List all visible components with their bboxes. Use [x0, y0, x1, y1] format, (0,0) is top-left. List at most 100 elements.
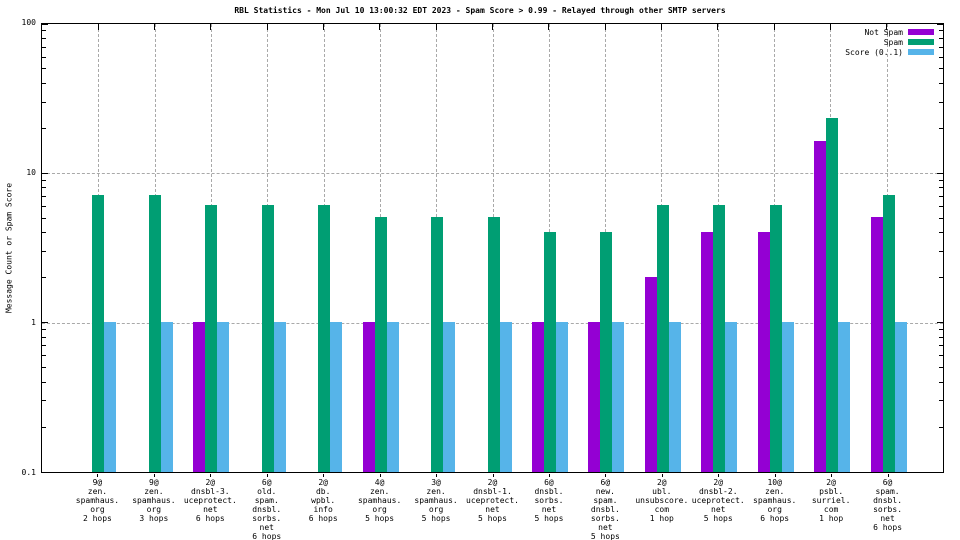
bar-not-spam	[362, 322, 375, 472]
x-tick-label: 6@ new. spam. dnsbl. sorbs. net 5 hops	[590, 478, 620, 540]
x-axis-top-tick	[886, 24, 888, 30]
y-axis-minor-tick	[42, 355, 46, 357]
y-axis-minor-tick	[42, 46, 46, 48]
y-axis-title-text: Message Count or Spam Score	[4, 182, 14, 314]
y-axis-major-tick	[937, 172, 943, 174]
y-axis-minor-tick	[939, 127, 943, 129]
y-axis-minor-tick	[42, 277, 46, 279]
y-tick-label: 0.1	[21, 468, 36, 477]
bar-score-0-1	[104, 322, 117, 472]
x-axis-top-tick	[210, 24, 212, 30]
y-axis-minor-tick	[42, 68, 46, 70]
bar-spam	[769, 205, 782, 472]
x-axis-bottom-tick	[210, 474, 212, 477]
x-axis-top-tick	[266, 24, 268, 30]
legend: Not Spam Spam Score (0..1)	[845, 27, 934, 57]
y-axis-minor-tick	[939, 345, 943, 347]
y-tick-label: 1	[31, 318, 36, 327]
bar-score-0-1	[725, 322, 738, 472]
x-axis-top-tick	[548, 24, 550, 30]
x-tick-label: 9@ zen. spamhaus. org 3 hops	[132, 478, 176, 523]
y-axis-major-tick	[937, 23, 943, 25]
x-axis-bottom-tick	[97, 474, 99, 477]
y-axis-minor-tick	[939, 179, 943, 181]
x-tick-label: 4@ zen. spamhaus. org 5 hops	[357, 478, 402, 523]
bar-spam	[205, 205, 218, 472]
y-axis-minor-tick	[42, 232, 46, 234]
x-axis-top-tick	[717, 24, 719, 30]
y-axis-minor-tick	[42, 400, 46, 402]
x-tick-label: 3@ zen. spamhaus. org 5 hops	[414, 478, 458, 523]
x-tick-label: 6@ old. spam. dnsbl. sorbs. net 6 hops	[252, 478, 282, 540]
x-axis-top-tick	[773, 24, 775, 30]
y-axis-minor-tick	[939, 68, 943, 70]
y-axis-minor-tick	[939, 381, 943, 383]
bar-spam	[261, 205, 274, 472]
x-axis-bottom-tick	[605, 474, 607, 477]
y-axis-major-tick	[42, 471, 48, 473]
y-axis-minor-tick	[939, 400, 943, 402]
bar-score-0-1	[273, 322, 286, 472]
y-axis-minor-tick	[42, 336, 46, 338]
x-axis-bottom-tick	[831, 474, 833, 477]
y-axis-minor-tick	[939, 328, 943, 330]
y-axis-minor-tick	[42, 187, 46, 189]
y-axis-minor-tick	[939, 82, 943, 84]
y-axis-minor-tick	[42, 179, 46, 181]
y-axis-minor-tick	[939, 30, 943, 32]
chart-title: RBL Statistics - Mon Jul 10 13:00:32 EDT…	[234, 6, 726, 15]
y-axis-minor-tick	[42, 205, 46, 207]
x-tick-label: 2@ dnsbl-2. uceprotect. net 5 hops	[691, 478, 745, 523]
y-axis-minor-tick	[939, 355, 943, 357]
bar-spam	[543, 231, 556, 472]
x-tick-label: 9@ zen. spamhaus. org 2 hops	[75, 478, 120, 523]
y-axis-minor-tick	[42, 37, 46, 39]
x-axis-top-tick	[154, 24, 156, 30]
y-axis-minor-tick	[939, 367, 943, 369]
bar-not-spam	[193, 322, 206, 472]
y-axis-minor-tick	[42, 426, 46, 428]
bar-spam	[92, 195, 105, 472]
bar-score-0-1	[443, 322, 456, 472]
x-axis-bottom-tick	[153, 474, 155, 477]
x-tick-label: 2@ dnsbl-1. uceprotect. net 5 hops	[466, 478, 519, 523]
y-axis-major-tick	[42, 322, 48, 324]
legend-entry-spam: Spam	[845, 37, 934, 47]
x-tick-label: 2@ db. wpbl. info 6 hops	[308, 478, 338, 523]
legend-swatch-not-spam	[908, 29, 934, 35]
y-axis-minor-tick	[939, 277, 943, 279]
bar-score-0-1	[612, 322, 625, 472]
y-axis-minor-tick	[939, 37, 943, 39]
y-axis-major-tick	[937, 322, 943, 324]
x-axis-top-tick	[323, 24, 325, 30]
y-axis-minor-tick	[939, 195, 943, 197]
y-axis-minor-tick	[42, 381, 46, 383]
bar-not-spam	[870, 217, 883, 472]
y-axis-minor-tick	[42, 127, 46, 129]
y-axis-minor-tick	[42, 56, 46, 58]
bar-score-0-1	[386, 322, 399, 472]
legend-label: Not Spam	[864, 27, 903, 37]
y-axis-minor-tick	[939, 250, 943, 252]
y-axis-minor-tick	[939, 232, 943, 234]
bar-not-spam	[588, 322, 601, 472]
y-axis-minor-tick	[42, 328, 46, 330]
y-axis-minor-tick	[939, 187, 943, 189]
bar-score-0-1	[217, 322, 230, 472]
bar-score-0-1	[894, 322, 907, 472]
x-axis-top-tick	[435, 24, 437, 30]
x-axis-bottom-tick	[436, 474, 438, 477]
x-axis-top-tick	[660, 24, 662, 30]
y-axis-major-tick	[937, 471, 943, 473]
x-tick-label: 2@ dnsbl-3. uceprotect. net 6 hops	[183, 478, 237, 523]
bar-not-spam	[531, 322, 544, 472]
x-axis-bottom-tick	[323, 474, 325, 477]
bar-score-0-1	[668, 322, 681, 472]
bar-spam	[600, 231, 613, 472]
bar-not-spam	[644, 276, 657, 472]
bar-not-spam	[701, 231, 714, 472]
y-axis-minor-tick	[42, 367, 46, 369]
legend-label: Spam	[883, 37, 903, 47]
bar-spam	[431, 217, 444, 472]
